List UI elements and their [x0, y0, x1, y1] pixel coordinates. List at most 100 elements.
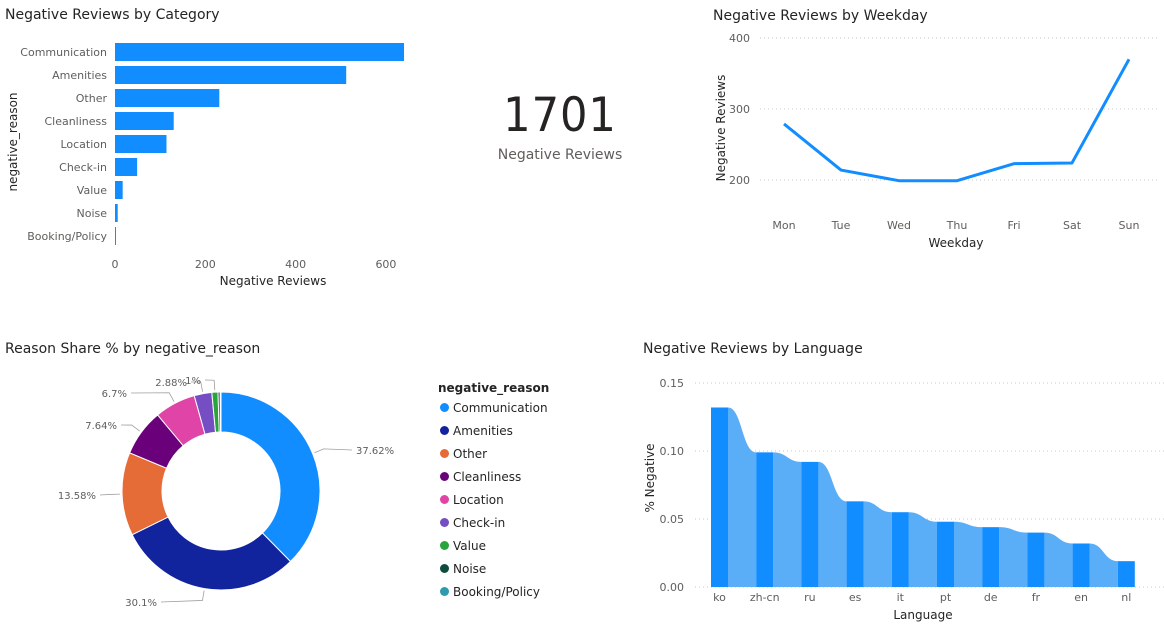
donut-legend-title: negative_reason: [438, 381, 550, 395]
y-tick-label: 0.10: [660, 445, 685, 458]
category-label: Check-in: [59, 161, 107, 174]
kpi-value: 1701: [503, 88, 617, 143]
language-ribbon-chart[interactable]: 0.00 0.05 0.10 0.15 ko zh-cn ru es it pt de fr en nl L…: [630, 330, 1164, 642]
legend-item[interactable]: Value: [440, 539, 486, 553]
language-bar[interactable]: [1072, 543, 1090, 587]
category-bar[interactable]: [115, 89, 220, 107]
category-bar[interactable]: [115, 135, 167, 153]
line-point[interactable]: [1070, 161, 1074, 165]
legend-item[interactable]: Booking/Policy: [440, 585, 540, 599]
category-bar[interactable]: [115, 112, 174, 130]
line-point[interactable]: [1012, 162, 1016, 166]
y-tick-label: 200: [729, 174, 750, 187]
category-label: Amenities: [52, 69, 107, 82]
x-axis-title: Negative Reviews: [220, 274, 327, 288]
x-tick-label: es: [849, 591, 862, 604]
y-axis-title: negative_reason: [6, 92, 20, 191]
y-axis-title: % Negative: [643, 443, 657, 512]
y-tick-label: 300: [729, 103, 750, 116]
category-bar[interactable]: [115, 158, 138, 176]
legend-item[interactable]: Cleanliness: [440, 470, 521, 484]
x-tick-label: ru: [804, 591, 816, 604]
x-tick-label: pt: [940, 591, 952, 604]
y-tick-label: 0.00: [660, 581, 685, 594]
donut-data-label: 37.62%: [356, 446, 394, 457]
ribbon-band: [773, 452, 802, 587]
weekday-line-visual[interactable]: Negative Reviews by Weekday 200 300 400 Mon…: [700, 0, 1164, 300]
donut-data-label: 1%: [185, 376, 201, 387]
category-bar[interactable]: [115, 66, 347, 84]
x-tick-label: it: [897, 591, 905, 604]
language-bar[interactable]: [1027, 532, 1045, 587]
kpi-card[interactable]: 1701 Negative Reviews: [440, 60, 680, 190]
legend-swatch: [440, 472, 449, 481]
legend-item[interactable]: Amenities: [440, 424, 513, 438]
donut-data-label: 2.88%: [155, 378, 187, 389]
legend-swatch: [440, 449, 449, 458]
legend-label: Booking/Policy: [453, 585, 540, 599]
legend-swatch: [440, 518, 449, 527]
legend-swatch: [440, 541, 449, 550]
x-axis-title: Weekday: [929, 236, 984, 250]
category-label: Other: [76, 92, 108, 105]
legend-item[interactable]: Check-in: [440, 516, 505, 530]
language-bar[interactable]: [711, 407, 728, 587]
donut-data-label: 30.1%: [125, 598, 157, 609]
donut-slice[interactable]: [131, 516, 292, 591]
category-bar-chart[interactable]: Communication Amenities Other Cleanliness Lo…: [0, 0, 430, 300]
language-bar[interactable]: [846, 501, 864, 587]
language-ribbon-visual[interactable]: Negative Reviews by Language 0.00 0.05 0.1…: [630, 330, 1164, 642]
category-bar[interactable]: [115, 227, 116, 245]
ribbon-band: [1044, 532, 1073, 587]
legend-label: Check-in: [453, 516, 506, 530]
legend-item[interactable]: Communication: [440, 401, 548, 415]
y-tick-label: 0.05: [660, 513, 685, 526]
x-tick-label: en: [1074, 591, 1088, 604]
x-tick-label: nl: [1121, 591, 1131, 604]
legend-swatch: [440, 426, 449, 435]
leader-line: [190, 381, 203, 392]
x-tick-label: 200: [195, 258, 216, 271]
legend-swatch: [440, 587, 449, 596]
x-tick-label: Thu: [946, 219, 968, 232]
line-point[interactable]: [897, 179, 901, 183]
weekday-series-line[interactable]: [783, 58, 1131, 183]
category-bar-visual[interactable]: Negative Reviews by Category Communicati…: [0, 0, 430, 300]
legend-item[interactable]: Noise: [440, 562, 486, 576]
leader-line: [99, 493, 121, 496]
legend-label: Other: [453, 447, 488, 461]
category-label: Booking/Policy: [27, 230, 107, 243]
language-bar[interactable]: [801, 461, 819, 587]
category-bar[interactable]: [115, 181, 123, 199]
line-point[interactable]: [839, 168, 843, 172]
donut-slice[interactable]: [219, 391, 222, 433]
language-bar[interactable]: [1117, 561, 1135, 587]
language-bar[interactable]: [937, 521, 954, 587]
language-bar[interactable]: [891, 512, 909, 587]
legend-item[interactable]: Location: [440, 493, 504, 507]
leader-line: [120, 424, 140, 432]
reason-share-donut-chart[interactable]: 37.62% 30.1% 13.58% 7.64% 6.7% 2.88%1%: [0, 330, 430, 642]
category-label: Communication: [20, 46, 107, 59]
reason-share-donut-visual[interactable]: Reason Share % by negative_reason 37.62%…: [0, 330, 620, 642]
ribbon-band: [728, 407, 757, 587]
kpi-label: Negative Reviews: [497, 147, 623, 163]
line-point[interactable]: [955, 179, 959, 183]
category-label: Value: [77, 184, 107, 197]
language-bar[interactable]: [982, 527, 1000, 587]
donut-slice[interactable]: [220, 391, 321, 563]
category-bar[interactable]: [115, 204, 118, 222]
line-point[interactable]: [782, 122, 786, 126]
x-tick-label: Tue: [831, 219, 851, 232]
language-bar[interactable]: [756, 452, 774, 587]
x-axis-title: Language: [893, 608, 952, 622]
donut-data-label: 13.58%: [58, 491, 96, 502]
weekday-chart-title: Negative Reviews by Weekday: [713, 8, 928, 24]
leader-line: [160, 590, 205, 603]
donut-chart-title: Reason Share % by negative_reason: [5, 341, 261, 357]
weekday-line-chart[interactable]: 200 300 400 Mon Tue Wed Thu Fri Sat Sun Weekday Neg…: [700, 0, 1164, 300]
legend-item[interactable]: Other: [440, 447, 487, 461]
x-tick-label: 0: [112, 258, 119, 271]
line-point[interactable]: [1127, 57, 1131, 61]
category-bar[interactable]: [115, 43, 404, 61]
